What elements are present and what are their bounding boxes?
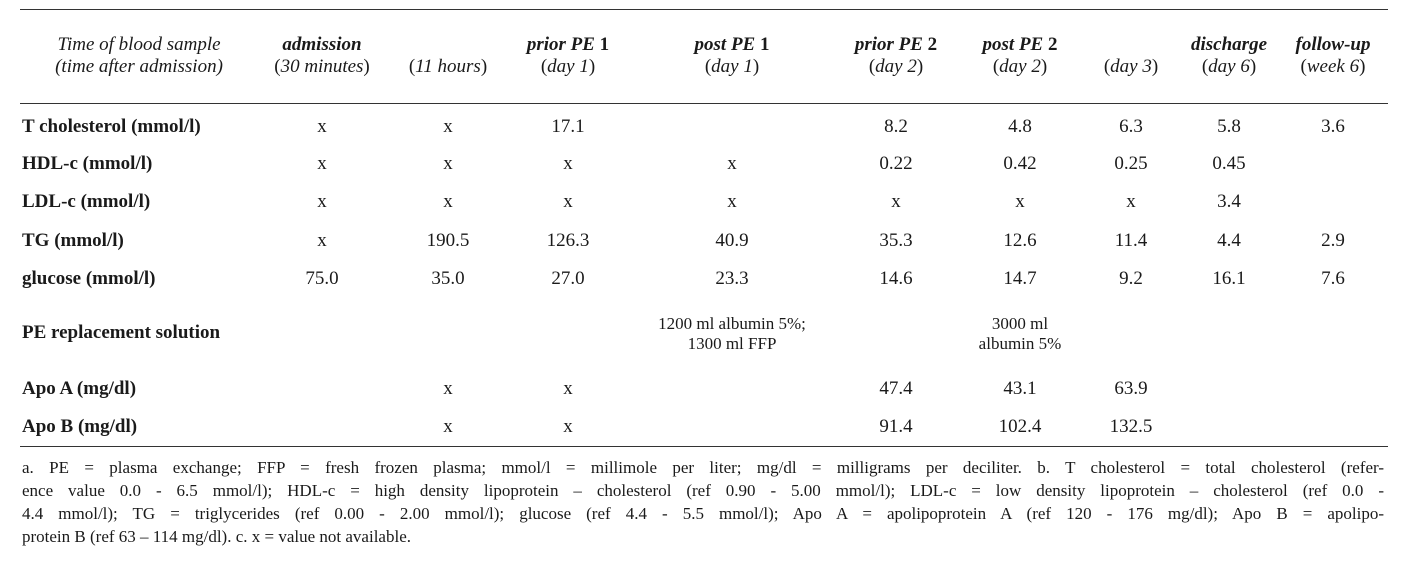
header-prior-pe-2: prior PE 2 (day 2): [854, 34, 938, 77]
header-admission-sub: (30 minutes): [274, 56, 370, 77]
header-11-hours-sub: (11 hours): [408, 56, 488, 77]
table-cell: 0.42: [1003, 153, 1037, 174]
table-cell: 102.4: [998, 416, 1042, 437]
table-cell: 16.1: [1212, 268, 1246, 289]
header-11-hours: (11 hours): [409, 34, 487, 78]
row-label-apo-b: Apo B (mg/dl): [22, 416, 138, 437]
table-cell: 75.0: [305, 268, 339, 289]
header-rule: [20, 103, 1388, 104]
table-cell: 35.3: [879, 230, 913, 251]
table-cell: 23.3: [715, 268, 749, 289]
table-cell: 0.22: [879, 153, 913, 174]
table-cell: x: [317, 116, 327, 137]
pe-note-day1: 1200 ml albumin 5%; 1300 ml FFP: [658, 314, 806, 353]
header-discharge-sub: (day 6): [1201, 56, 1257, 77]
header-time-line2: (time after admission): [55, 56, 223, 77]
pe-note-day2: 3000 ml albumin 5%: [978, 314, 1062, 353]
row-label-t-cholesterol: T cholesterol (mmol/l): [22, 116, 201, 137]
table-cell: x: [563, 191, 573, 212]
header-admission: admission (30 minutes): [274, 34, 370, 77]
table-cell: x: [443, 378, 453, 399]
table-footnote: a. PE = plasma exchange; FFP = fresh fro…: [22, 456, 1384, 548]
table-cell: 17.1: [551, 116, 585, 137]
footnote-line-2: ence value 0.0 - 6.5 mmol/l); HDL-c = hi…: [22, 481, 1384, 500]
table-cell: 27.0: [551, 268, 585, 289]
table-cell: 35.0: [431, 268, 465, 289]
table-cell: 2.9: [1321, 230, 1345, 251]
table-cell: 12.6: [1003, 230, 1037, 251]
table-cell: 3.4: [1217, 191, 1241, 212]
table-cell: 190.5: [426, 230, 470, 251]
top-rule: [20, 9, 1388, 10]
row-label-pe-replacement: PE replacement solution: [22, 322, 221, 343]
table-cell: 43.1: [1003, 378, 1037, 399]
table-cell: 4.8: [1008, 116, 1032, 137]
table-cell: 14.7: [1003, 268, 1037, 289]
header-prior-pe-1-sub: (day 1): [540, 56, 596, 77]
table-cell: 4.4: [1217, 230, 1241, 251]
table-cell: 7.6: [1321, 268, 1345, 289]
table-cell: x: [891, 191, 901, 212]
table-cell: 3.6: [1321, 116, 1345, 137]
table-cell: x: [317, 153, 327, 174]
table-cell: 40.9: [715, 230, 749, 251]
table-cell: x: [563, 153, 573, 174]
header-time-of-sample: Time of blood sample (time after admissi…: [55, 34, 223, 78]
table-cell: x: [727, 153, 737, 174]
table-cell: x: [1015, 191, 1025, 212]
table-cell: x: [727, 191, 737, 212]
table-cell: x: [563, 416, 573, 437]
table-cell: 0.45: [1212, 153, 1246, 174]
table-cell: x: [563, 378, 573, 399]
header-post-pe-2-sub: (day 2): [992, 56, 1048, 77]
header-day-3-sub: (day 3): [1103, 56, 1159, 77]
table-cell: 0.25: [1114, 153, 1148, 174]
table-cell: x: [443, 153, 453, 174]
footnote-line-3: 4.4 mmol/l); TG = triglycerides (ref 0.0…: [22, 504, 1384, 523]
footnote-line-4: protein B (ref 63 – 114 mg/dl). c. x = v…: [22, 527, 411, 546]
table-cell: 132.5: [1109, 416, 1153, 437]
header-follow-up-sub: (week 6): [1300, 56, 1366, 77]
row-label-apo-a: Apo A (mg/dl): [22, 378, 137, 399]
header-prior-pe-2-sub: (day 2): [868, 56, 924, 77]
row-label-glucose: glucose (mmol/l): [22, 268, 156, 289]
header-prior-pe-1: prior PE 1 (day 1): [526, 34, 610, 77]
header-day-3: (day 3): [1104, 34, 1158, 78]
table-cell: x: [443, 191, 453, 212]
table-cell: 9.2: [1119, 268, 1143, 289]
table-cell: x: [317, 230, 327, 251]
table-cell: 8.2: [884, 116, 908, 137]
header-follow-up: follow-up (week 6): [1295, 34, 1371, 77]
table-cell: 47.4: [879, 378, 913, 399]
table-cell: x: [443, 416, 453, 437]
row-label-tg: TG (mmol/l): [22, 230, 124, 251]
table-cell: x: [443, 116, 453, 137]
row-label-ldl-c: LDL-c (mmol/l): [22, 191, 151, 212]
table-cell: 14.6: [879, 268, 913, 289]
header-post-pe-1: post PE 1 (day 1): [694, 34, 770, 77]
header-post-pe-1-sub: (day 1): [704, 56, 760, 77]
table-cell: 126.3: [546, 230, 590, 251]
table-cell: 6.3: [1119, 116, 1143, 137]
table-cell: 5.8: [1217, 116, 1241, 137]
table-cell: 11.4: [1114, 230, 1148, 251]
header-discharge: discharge (day 6): [1191, 34, 1267, 77]
table-cell: x: [1126, 191, 1136, 212]
table-cell: x: [317, 191, 327, 212]
row-label-hdl-c: HDL-c (mmol/l): [22, 153, 153, 174]
footnote-line-1: a. PE = plasma exchange; FFP = fresh fro…: [22, 458, 1384, 477]
bottom-rule: [20, 446, 1388, 447]
table-cell: 91.4: [879, 416, 913, 437]
header-time-line1: Time of blood sample: [57, 34, 221, 55]
header-post-pe-2: post PE 2 (day 2): [982, 34, 1058, 77]
table-cell: 63.9: [1114, 378, 1148, 399]
